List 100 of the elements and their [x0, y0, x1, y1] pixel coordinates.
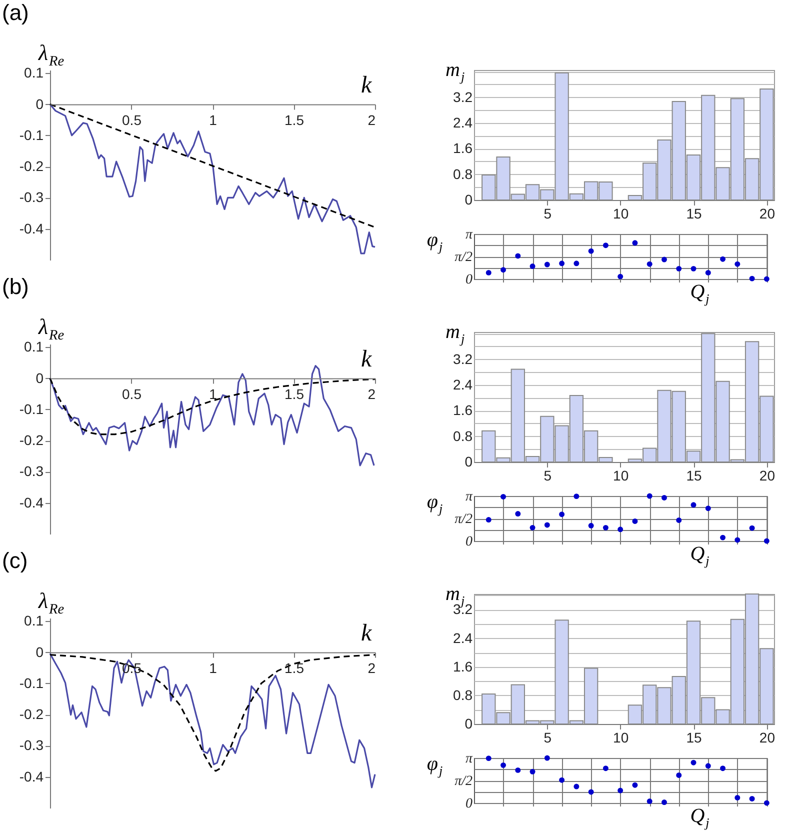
y-tick-label: 0 — [466, 534, 472, 550]
y-tick-label: -0.4 — [19, 494, 44, 510]
x-tick-label: 15 — [686, 730, 702, 746]
y-tick-label: 1.6 — [453, 402, 473, 418]
y-tick-label: -0.2 — [19, 432, 44, 448]
point — [662, 800, 667, 806]
point — [632, 240, 638, 246]
x-tick-label: 20 — [759, 730, 776, 746]
point — [632, 518, 638, 524]
y-tick-label: 2.4 — [453, 114, 473, 130]
y-tick-label: 0 — [36, 370, 44, 386]
point — [646, 798, 652, 804]
y-tick-label: -0.1 — [19, 400, 44, 417]
y-tick-label: 0 — [36, 96, 44, 112]
y-tick-label: -0.1 — [19, 674, 44, 691]
x-axis-title: k — [361, 346, 372, 372]
x-tick-label: 1 — [209, 386, 218, 402]
point — [559, 512, 565, 518]
y-tick-label: 2.4 — [453, 376, 473, 392]
line-series — [49, 377, 376, 436]
point — [646, 261, 652, 267]
x-tick-label: 10 — [613, 206, 629, 222]
point — [500, 494, 506, 500]
x-tick-label: 10 — [613, 468, 629, 484]
y-tick-label: -0.1 — [19, 126, 44, 143]
x-tick-label: 1.5 — [284, 386, 304, 402]
chart-title: (a) — [2, 0, 29, 25]
x-tick-label: 0.5 — [122, 112, 142, 128]
x-tick-label: 5 — [544, 206, 552, 222]
y-tick-label: 0.8 — [453, 686, 473, 703]
y-tick-label: 0 — [464, 716, 473, 732]
point — [632, 782, 638, 788]
y-tick-label: 0 — [36, 644, 44, 660]
x-axis-title: k — [361, 620, 372, 646]
x-tick-label: 2 — [368, 386, 376, 402]
y-tick-label: π — [465, 752, 474, 766]
point — [720, 534, 726, 540]
y-tick-label: 0.8 — [453, 428, 473, 444]
point — [530, 524, 536, 530]
y-tick-label: -0.3 — [19, 189, 44, 206]
point — [530, 768, 536, 774]
y-tick-label: π/2 — [454, 774, 472, 789]
point — [734, 794, 740, 800]
point — [574, 784, 580, 790]
point — [530, 264, 536, 269]
point — [690, 502, 696, 508]
point — [574, 494, 580, 500]
x-tick-label: 10 — [613, 730, 629, 746]
y-tick-label: -0.4 — [19, 220, 44, 236]
y-tick-label: 0.8 — [453, 166, 473, 182]
point — [588, 789, 594, 795]
point — [602, 242, 608, 248]
chart-title: (b) — [2, 274, 29, 299]
point — [515, 767, 521, 773]
y-tick-label: -0.2 — [19, 706, 44, 722]
point — [676, 772, 682, 778]
y-tick-label: 0 — [466, 272, 472, 288]
point — [690, 760, 696, 766]
point — [602, 766, 608, 772]
y-tick-label: 0 — [464, 192, 473, 208]
point — [720, 256, 726, 262]
point — [544, 755, 550, 761]
point — [559, 260, 565, 266]
point — [574, 260, 580, 266]
point — [662, 495, 667, 500]
y-tick-label: 0.1 — [24, 64, 44, 81]
x-tick-label: 1.5 — [284, 660, 304, 676]
y-tick-label: π — [465, 490, 474, 504]
y-tick-label: 3.2 — [453, 88, 473, 105]
point — [500, 762, 506, 768]
y-tick-label: 0.1 — [24, 612, 44, 629]
x-tick-label: 5 — [544, 468, 552, 484]
y-tick-label: -0.3 — [19, 463, 44, 480]
point — [749, 796, 755, 802]
y-tick-label: π/2 — [454, 512, 472, 527]
point — [676, 266, 682, 272]
point — [486, 756, 492, 762]
point — [646, 493, 652, 499]
y-tick-label: 0 — [466, 796, 472, 812]
point — [486, 517, 492, 523]
y-tick-label: 0 — [464, 454, 473, 470]
x-tick-label: 15 — [686, 206, 702, 222]
point — [544, 522, 550, 528]
point — [486, 270, 492, 276]
point — [618, 526, 624, 532]
y-tick-label: 2.4 — [453, 630, 473, 646]
x-tick-label: 20 — [759, 206, 776, 222]
point — [705, 506, 711, 512]
y-tick-label: 1.6 — [453, 658, 473, 674]
x-tick-label: 2 — [368, 660, 376, 676]
x-tick-label: 15 — [686, 468, 702, 484]
x-tick-label: 5 — [544, 730, 552, 746]
chart-title: (c) — [2, 548, 28, 573]
y-tick-label: π — [465, 228, 474, 242]
point — [705, 763, 711, 769]
point — [602, 524, 608, 530]
point — [676, 517, 682, 523]
point — [500, 267, 506, 273]
point — [690, 266, 696, 272]
x-tick-label: 1.5 — [284, 112, 304, 128]
